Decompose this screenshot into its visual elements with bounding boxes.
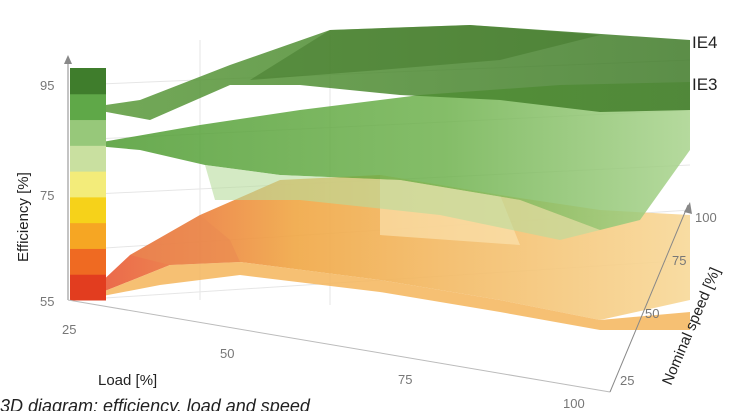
efficiency-tick-55: 55 bbox=[40, 294, 54, 309]
color-scale-step bbox=[70, 93, 106, 121]
color-scale-step bbox=[70, 68, 106, 95]
load-axis-line bbox=[67, 299, 611, 393]
speed-tick-100: 100 bbox=[695, 210, 717, 225]
speed-tick-25: 25 bbox=[620, 373, 634, 388]
color-scale-step bbox=[70, 274, 106, 301]
load-tick-50: 50 bbox=[220, 346, 234, 361]
series-label-ie4: IE4 bbox=[692, 33, 718, 52]
load-tick-75: 75 bbox=[398, 372, 412, 387]
ie4-surface bbox=[85, 25, 690, 120]
load-axis-label: Load [%] bbox=[98, 372, 157, 389]
color-scale-step bbox=[70, 248, 106, 275]
speed-tick-50: 50 bbox=[645, 306, 659, 321]
speed-tick-75: 75 bbox=[672, 253, 686, 268]
color-scale-step bbox=[70, 196, 106, 224]
load-tick-100: 100 bbox=[563, 396, 585, 411]
ie3-surface bbox=[85, 82, 690, 240]
series-label-ie3: IE3 bbox=[692, 75, 718, 94]
color-scale-step bbox=[70, 222, 106, 249]
color-scale-step bbox=[70, 119, 106, 146]
speed-axis-line bbox=[609, 204, 689, 393]
color-scale-step bbox=[70, 145, 106, 172]
efficiency-axis-label: Efficiency [%] bbox=[15, 172, 32, 262]
color-scale-step bbox=[70, 171, 106, 198]
load-tick-25: 25 bbox=[62, 322, 76, 337]
chart-caption: 3D diagram: efficiency, load and speed bbox=[0, 396, 311, 411]
efficiency-axis bbox=[64, 55, 72, 300]
color-scale-bar bbox=[70, 68, 106, 301]
speed-axis-arrow bbox=[684, 202, 692, 214]
efficiency-tick-75: 75 bbox=[40, 188, 54, 203]
efficiency-tick-95: 95 bbox=[40, 78, 54, 93]
